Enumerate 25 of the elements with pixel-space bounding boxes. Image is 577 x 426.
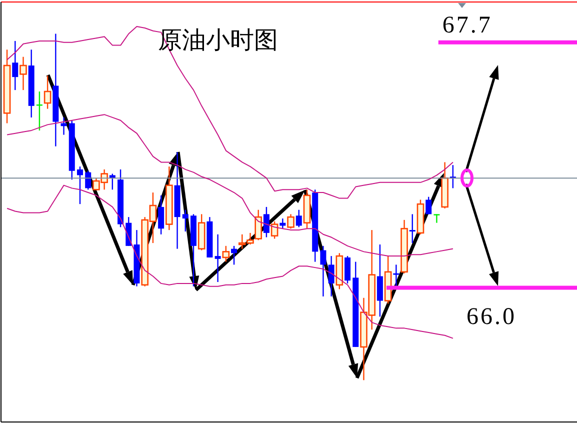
ref-line-label: 66.0 [466, 304, 516, 330]
candlestick [182, 209, 188, 232]
candlestick [270, 220, 278, 240]
candlestick [434, 214, 440, 224]
candlestick [393, 264, 400, 287]
candlestick [426, 196, 432, 215]
candlestick [158, 194, 164, 235]
candlestick [263, 206, 270, 238]
candlestick [287, 214, 294, 230]
candlestick [12, 40, 18, 91]
ref-line-label: 67.7 [442, 12, 492, 38]
candlestick [85, 170, 92, 190]
candlestick [231, 245, 238, 266]
candlestick [76, 166, 83, 205]
candlestick [254, 209, 262, 241]
candlestick [409, 214, 416, 244]
candlestick [344, 255, 351, 284]
candlestick [44, 75, 52, 110]
candlestick [222, 245, 230, 262]
candlestick [60, 116, 67, 136]
candlestick [320, 245, 326, 298]
candlestick [214, 234, 221, 283]
candlestick [328, 255, 334, 298]
candlestick [296, 209, 302, 228]
candlestick [20, 56, 27, 91]
